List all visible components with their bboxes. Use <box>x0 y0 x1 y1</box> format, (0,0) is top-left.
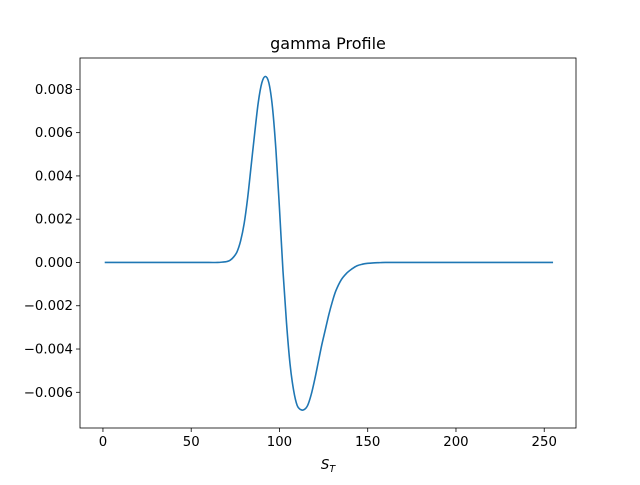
x-tick-label: 100 <box>267 435 292 450</box>
y-tick-label: −0.004 <box>24 343 73 358</box>
y-tick-label: −0.002 <box>24 299 73 314</box>
y-axis-ticks: −0.006 −0.004 −0.002 0.000 0.002 0.004 0.006 0.… <box>24 83 80 401</box>
chart-title: gamma Profile <box>270 34 386 53</box>
y-tick-label: 0.002 <box>35 213 73 228</box>
x-axis-label-main: S <box>321 458 330 473</box>
x-tick-label: 0 <box>99 435 107 450</box>
x-tick-label: 50 <box>183 435 200 450</box>
y-tick-label: −0.006 <box>24 386 73 401</box>
series-line <box>104 75 554 411</box>
plot-area <box>104 75 554 411</box>
x-axis-label-subscript: T <box>329 464 336 475</box>
x-tick-label: 250 <box>532 435 557 450</box>
x-axis-label: ST <box>321 458 336 475</box>
y-tick-label: 0.006 <box>35 126 73 141</box>
x-tick-label: 200 <box>443 435 468 450</box>
y-tick-label: 0.008 <box>35 83 73 98</box>
y-tick-label: 0.004 <box>35 169 73 184</box>
plot-frame <box>79 57 577 429</box>
y-tick-label: 0.000 <box>35 256 73 271</box>
x-tick-label: 150 <box>355 435 380 450</box>
x-axis-ticks: 0 50 100 150 200 250 <box>99 428 557 450</box>
